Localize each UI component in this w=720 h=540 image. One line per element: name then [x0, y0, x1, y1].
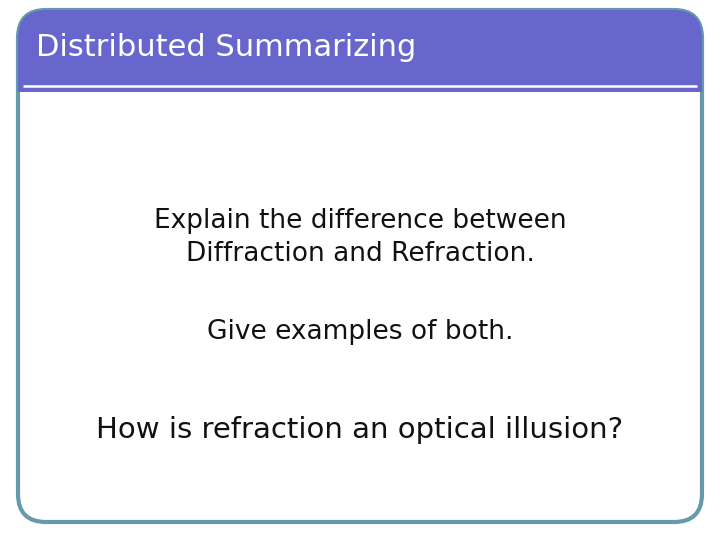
- Text: How is refraction an optical illusion?: How is refraction an optical illusion?: [96, 416, 624, 444]
- Bar: [18, 62, 702, 92]
- Text: Distributed Summarizing: Distributed Summarizing: [36, 32, 416, 62]
- FancyBboxPatch shape: [18, 10, 702, 522]
- Text: Explain the difference between
Diffraction and Refraction.: Explain the difference between Diffracti…: [153, 208, 567, 267]
- FancyBboxPatch shape: [18, 10, 702, 92]
- Text: Give examples of both.: Give examples of both.: [207, 319, 513, 345]
